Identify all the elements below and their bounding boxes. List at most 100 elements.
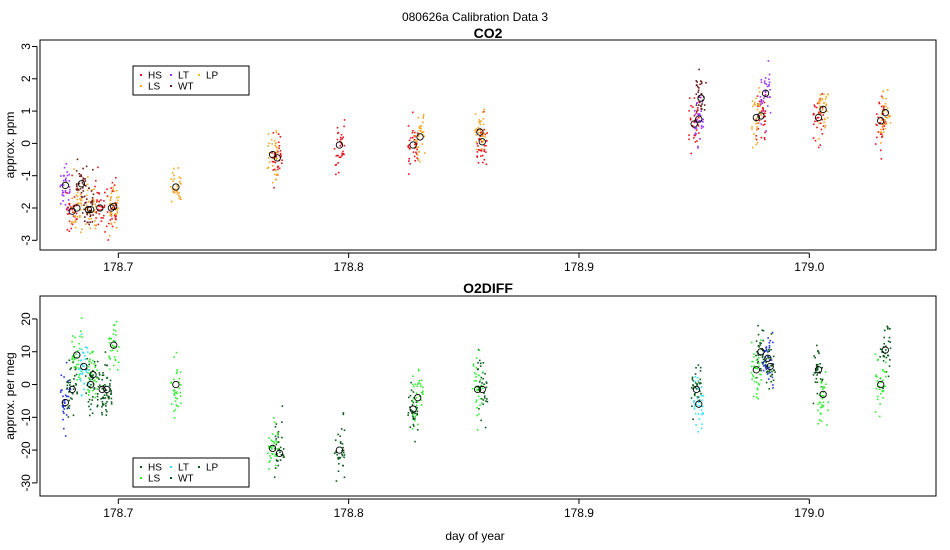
data-dot (411, 410, 414, 412)
data-dot (66, 387, 69, 389)
data-dot (885, 105, 887, 108)
data-dot (170, 381, 173, 383)
data-dot (481, 111, 484, 113)
data-dot (698, 418, 700, 420)
data-dot (420, 404, 423, 406)
data-dot (757, 356, 760, 359)
data-dot (273, 442, 276, 445)
data-dot (66, 407, 69, 410)
data-dot (480, 120, 482, 122)
data-dot (693, 97, 696, 99)
data-dot (408, 139, 411, 142)
data-dot (699, 370, 702, 372)
data-dot (815, 363, 818, 366)
data-dot (61, 401, 64, 404)
data-dot (74, 210, 76, 212)
co2-x-tick-label: 178.9 (564, 260, 594, 274)
data-dot (889, 115, 892, 117)
data-dot (884, 349, 887, 351)
data-dot (418, 151, 420, 153)
data-dot (772, 384, 774, 386)
data-dot (275, 423, 278, 425)
data-dot (886, 354, 889, 357)
data-dot (64, 435, 67, 437)
data-dot (64, 402, 66, 404)
data-dot (760, 373, 762, 376)
data-dot (274, 464, 277, 467)
data-dot (697, 121, 700, 123)
data-dot (110, 401, 113, 403)
data-dot (279, 153, 282, 156)
data-dot (276, 152, 279, 154)
data-dot (102, 214, 105, 217)
data-dot (486, 139, 488, 142)
data-dot (69, 368, 72, 371)
data-dot (822, 401, 825, 404)
data-point-mean (766, 362, 774, 371)
data-dot (101, 400, 104, 403)
data-dot (85, 371, 88, 374)
data-dot (812, 374, 815, 376)
data-point-mean (335, 141, 344, 149)
data-dot (85, 368, 88, 370)
data-dot (883, 109, 885, 112)
data-dot (821, 109, 824, 111)
data-dot (76, 202, 79, 205)
data-point-mean (761, 89, 770, 97)
data-dot (101, 378, 103, 381)
data-dot (68, 220, 71, 223)
data-dot (116, 210, 119, 212)
data-point-mean (172, 183, 180, 191)
data-dot (179, 180, 181, 183)
data-dot (691, 378, 694, 380)
data-dot (341, 153, 344, 156)
co2-legend-swatch (170, 74, 172, 76)
data-dot (757, 382, 760, 385)
data-dot (473, 371, 476, 374)
data-dot (337, 162, 339, 164)
data-dot (766, 105, 769, 107)
data-dot (94, 227, 97, 230)
data-dot (478, 138, 480, 141)
data-dot (483, 158, 486, 161)
data-dot (102, 396, 104, 399)
data-dot (108, 383, 111, 385)
data-dot (881, 136, 883, 138)
data-dot (758, 346, 760, 348)
data-dot (269, 455, 271, 457)
data-dot (106, 188, 108, 191)
data-dot (696, 102, 698, 104)
data-dot (63, 401, 66, 403)
data-dot (882, 128, 885, 131)
data-dot (814, 356, 817, 359)
data-dot (692, 418, 694, 421)
data-dot (97, 385, 100, 388)
data-dot (272, 445, 275, 448)
data-dot (699, 382, 701, 385)
o2diff-legend-swatch (170, 477, 172, 479)
data-dot (699, 138, 701, 140)
data-dot (813, 371, 816, 374)
data-dot (279, 451, 281, 454)
data-dot (172, 188, 174, 191)
data-dot (479, 379, 482, 381)
data-point-mean (752, 113, 760, 122)
data-dot (94, 366, 96, 369)
data-dot (477, 413, 480, 416)
figure-title: 080626a Calibration Data 3 (402, 10, 548, 24)
data-dot (102, 384, 105, 387)
data-dot (76, 216, 79, 218)
data-dot (768, 370, 771, 373)
data-dot (90, 403, 93, 405)
data-dot (764, 77, 767, 79)
data-dot (821, 106, 824, 109)
data-dot (698, 114, 700, 116)
data-dot (111, 344, 114, 347)
data-dot (77, 195, 79, 198)
data-dot (102, 374, 105, 377)
data-dot (100, 208, 103, 211)
co2-ylabel: approx. ppm (3, 112, 17, 179)
data-dot (171, 187, 174, 190)
data-dot (110, 222, 113, 225)
data-dot (479, 129, 482, 131)
